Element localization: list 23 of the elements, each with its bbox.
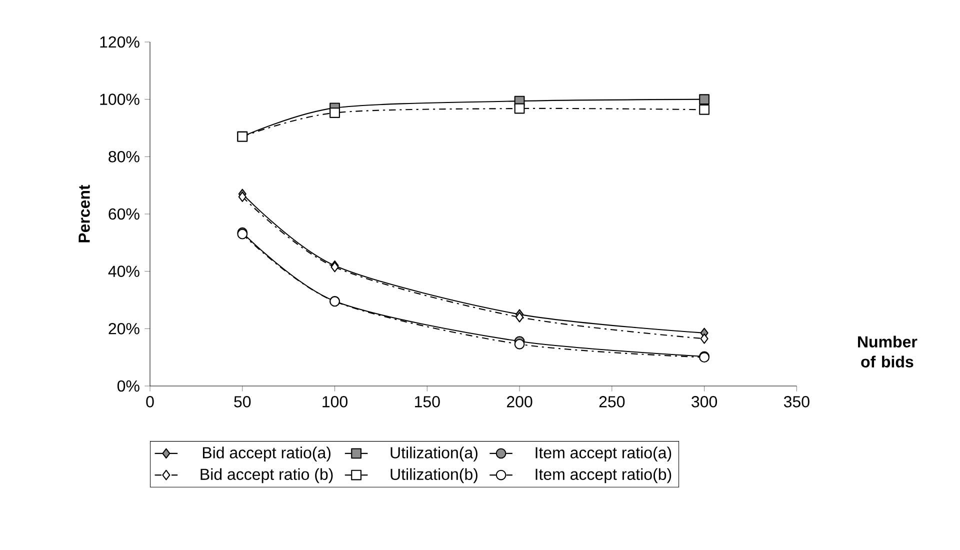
y-axis-title: Percent <box>78 184 90 242</box>
legend-label: Item accept ratio(b) <box>536 468 672 484</box>
y-tick-label: 60% <box>108 208 140 220</box>
y-tick-label: 120% <box>100 36 140 48</box>
x-tick-label: 250 <box>599 396 625 408</box>
legend-label: Utilization(b) <box>390 468 478 484</box>
x-tick-label: 150 <box>415 396 440 408</box>
y-tick-label: 20% <box>108 323 140 334</box>
x-axis-title: Number of bids <box>858 336 918 368</box>
x-tick-label: 100 <box>322 396 348 408</box>
x-tick-label: 300 <box>692 396 718 408</box>
legend-label: Item accept ratio(a) <box>536 446 672 462</box>
y-tick-label: 40% <box>108 266 140 277</box>
x-tick-label: 50 <box>234 396 251 408</box>
legend-label: Bid accept ratio(a) <box>202 446 330 462</box>
x-tick-label: 350 <box>784 396 810 408</box>
y-tick-label: 100% <box>100 94 140 105</box>
x-tick-label: 0 <box>146 396 154 408</box>
y-tick-label: 80% <box>108 151 140 162</box>
x-tick-label: 200 <box>506 396 532 408</box>
legend-label: Utilization(a) <box>390 446 478 462</box>
y-tick-label: 0% <box>117 380 140 392</box>
legend-label: Bid accept ratio (b) <box>200 468 333 484</box>
